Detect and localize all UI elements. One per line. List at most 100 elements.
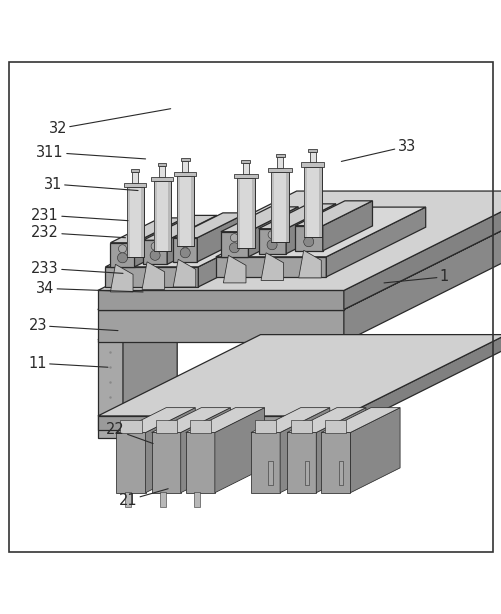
Polygon shape <box>110 218 184 243</box>
Bar <box>159 166 165 177</box>
Circle shape <box>304 228 312 236</box>
Bar <box>190 176 193 246</box>
Polygon shape <box>250 408 329 432</box>
Bar <box>124 182 146 187</box>
Polygon shape <box>98 416 343 430</box>
Polygon shape <box>173 213 246 238</box>
Bar <box>194 492 200 507</box>
Bar <box>271 172 289 242</box>
Polygon shape <box>215 257 326 277</box>
Polygon shape <box>261 253 283 281</box>
Bar <box>126 187 143 257</box>
Bar <box>303 166 321 237</box>
Bar <box>155 420 176 432</box>
Polygon shape <box>98 191 501 290</box>
Polygon shape <box>180 408 230 493</box>
Polygon shape <box>167 216 216 265</box>
Text: 233: 233 <box>31 261 123 276</box>
Polygon shape <box>287 408 365 432</box>
Polygon shape <box>143 240 167 265</box>
Polygon shape <box>326 207 425 277</box>
Polygon shape <box>98 313 177 340</box>
Circle shape <box>118 245 126 253</box>
Bar <box>140 187 143 257</box>
Polygon shape <box>287 432 316 493</box>
Bar <box>291 420 312 432</box>
Polygon shape <box>134 218 184 267</box>
Polygon shape <box>105 222 288 267</box>
Bar <box>153 181 170 251</box>
Polygon shape <box>298 251 321 278</box>
Polygon shape <box>343 191 501 309</box>
Polygon shape <box>110 243 134 267</box>
Polygon shape <box>258 204 335 228</box>
Polygon shape <box>173 238 197 262</box>
Polygon shape <box>151 408 230 432</box>
Polygon shape <box>98 340 123 438</box>
Bar <box>126 187 143 257</box>
Polygon shape <box>105 267 198 287</box>
Polygon shape <box>316 408 365 493</box>
Polygon shape <box>295 226 322 251</box>
Polygon shape <box>185 432 214 493</box>
Bar <box>255 420 276 432</box>
Text: 231: 231 <box>31 208 128 223</box>
Bar <box>174 171 196 176</box>
Bar <box>277 157 283 168</box>
Bar <box>318 166 321 237</box>
Bar <box>325 420 346 432</box>
Bar <box>303 166 306 237</box>
Text: 1: 1 <box>383 270 448 284</box>
Polygon shape <box>98 210 501 309</box>
Polygon shape <box>98 290 343 309</box>
Polygon shape <box>198 222 288 287</box>
Bar <box>303 166 321 237</box>
Polygon shape <box>214 408 264 493</box>
Bar <box>234 174 257 177</box>
Polygon shape <box>220 231 248 257</box>
Circle shape <box>303 237 313 247</box>
Bar <box>268 168 291 172</box>
Bar <box>132 172 138 182</box>
Polygon shape <box>215 207 425 257</box>
Text: 311: 311 <box>36 145 145 160</box>
Bar <box>131 169 139 172</box>
Bar <box>309 152 315 163</box>
Polygon shape <box>350 408 399 493</box>
Polygon shape <box>248 207 298 257</box>
Text: 34: 34 <box>36 281 143 296</box>
Bar <box>242 163 248 174</box>
Bar <box>189 420 210 432</box>
Bar <box>126 187 129 257</box>
Polygon shape <box>143 216 216 240</box>
Bar <box>176 176 193 246</box>
Polygon shape <box>321 408 399 432</box>
Circle shape <box>151 243 159 251</box>
Bar <box>308 149 317 152</box>
Bar <box>182 161 188 171</box>
Bar <box>125 492 131 507</box>
Bar <box>236 177 239 248</box>
Polygon shape <box>258 228 286 254</box>
Polygon shape <box>185 408 264 432</box>
Circle shape <box>181 239 189 248</box>
Text: 21: 21 <box>118 489 168 508</box>
Circle shape <box>150 251 160 260</box>
Polygon shape <box>321 432 350 493</box>
Bar <box>160 492 166 507</box>
Bar <box>236 177 255 248</box>
Bar <box>252 177 255 248</box>
Text: 32: 32 <box>49 109 170 136</box>
Text: 33: 33 <box>341 139 415 161</box>
Bar <box>176 176 179 246</box>
Text: 11: 11 <box>29 356 108 371</box>
Bar <box>286 172 289 242</box>
Polygon shape <box>142 262 164 289</box>
Polygon shape <box>98 210 501 309</box>
Polygon shape <box>220 207 298 231</box>
Text: 31: 31 <box>44 176 138 192</box>
Bar <box>271 172 289 242</box>
Text: 232: 232 <box>31 225 125 240</box>
Bar <box>236 177 255 248</box>
Circle shape <box>230 234 238 242</box>
